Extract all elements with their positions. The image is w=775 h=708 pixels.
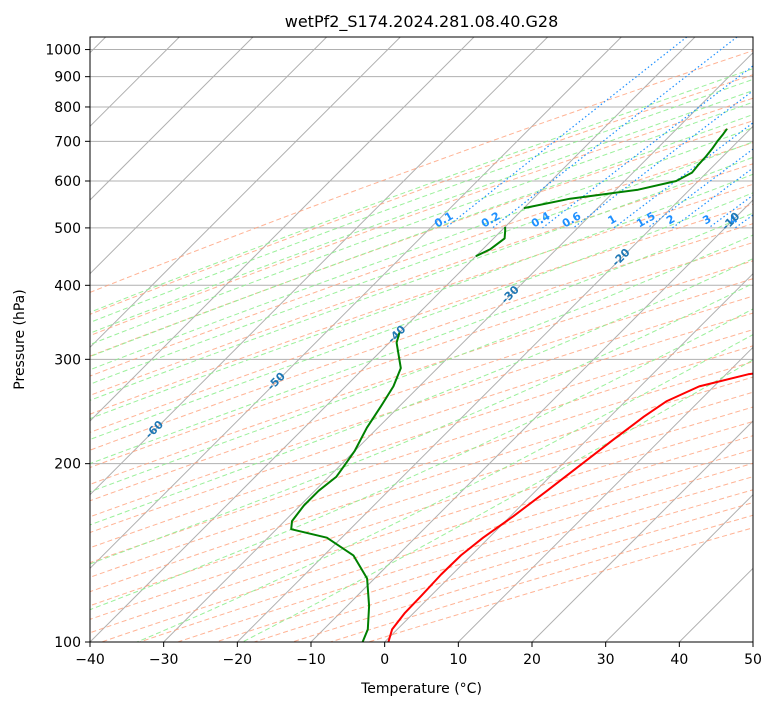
x-tick-label: 20 xyxy=(523,652,541,668)
dry-adiabat xyxy=(90,376,753,593)
x-tick-label: −10 xyxy=(296,652,326,668)
y-tick-label: 500 xyxy=(54,221,81,237)
dry-adiabat xyxy=(90,142,753,377)
y-tick-label: 900 xyxy=(54,70,81,86)
moist-adiabat xyxy=(90,141,753,385)
isotherm-gridline xyxy=(605,493,753,642)
isotherm-gridline xyxy=(90,37,328,275)
dewpoint-middle-line xyxy=(475,226,507,258)
plot-background xyxy=(90,37,753,642)
moist-adiabat xyxy=(90,234,753,493)
mixing-ratio-line xyxy=(613,122,753,229)
y-tick-label: 1000 xyxy=(45,43,81,59)
moist-adiabat xyxy=(90,113,753,358)
isotherm-gridline xyxy=(90,37,475,422)
moist-adiabat xyxy=(90,89,753,334)
isotherm-gridline xyxy=(90,37,622,570)
isotherm-gridline xyxy=(531,420,753,642)
chart-title: wetPf2_S174.2024.281.08.40.G28 xyxy=(285,12,559,32)
axes: −40 −30 −20 −10 0 10 20 30 40 50 1000 900 800 700 600 5… xyxy=(45,43,762,668)
dry-adiabat xyxy=(101,435,753,642)
dry-adiabat xyxy=(90,329,753,549)
x-tick-label: 10 xyxy=(449,652,467,668)
moist-adiabat xyxy=(90,282,753,565)
isotherm-gridline xyxy=(90,37,401,349)
plot-frame xyxy=(89,36,754,643)
isotherm-label: -70 xyxy=(19,467,42,490)
isotherm-gridline xyxy=(163,51,753,642)
dry-adiabat xyxy=(90,183,753,415)
dry-adiabat xyxy=(177,462,753,642)
y-tick-label: 800 xyxy=(54,100,81,116)
x-tick-label: 50 xyxy=(744,652,762,668)
dry-adiabat xyxy=(254,489,753,642)
y-tick-label: 400 xyxy=(54,278,81,294)
moist-adiabat xyxy=(90,101,753,345)
dewpoint-upper-line xyxy=(290,332,402,642)
isotherm-gridline xyxy=(236,125,753,642)
x-axis-label: Temperature (°C) xyxy=(360,681,482,697)
isotherm-gridline xyxy=(90,37,254,201)
isotherm-gridline xyxy=(384,272,753,642)
mixing-ratio-line xyxy=(672,167,753,229)
dry-adiabat xyxy=(139,449,753,642)
x-tick-label: −20 xyxy=(223,652,253,668)
isotherm-gridline xyxy=(457,346,753,642)
moist-adiabat xyxy=(90,156,753,401)
plot-area: 0.10.20.40.611.52346810131620253036-100-… xyxy=(19,37,775,642)
moist-adiabat xyxy=(90,127,753,371)
dry-adiabat xyxy=(90,223,753,451)
dry-adiabat xyxy=(90,278,753,502)
isotherm-gridline xyxy=(310,199,753,642)
isotherm-gridline xyxy=(90,37,549,496)
y-tick-label: 700 xyxy=(54,134,81,150)
mixing-ratio-line xyxy=(445,37,688,229)
dry-adiabat xyxy=(90,203,753,433)
dry-adiabat xyxy=(90,361,753,578)
moist-adiabat xyxy=(90,308,753,611)
dewpoint-lower-line xyxy=(523,128,728,210)
y-axis-label: Pressure (hPa) xyxy=(12,289,28,389)
dry-adiabat xyxy=(90,241,753,469)
y-tick-label: 100 xyxy=(54,635,81,651)
moist-adiabat xyxy=(90,192,753,440)
isotherm-gridline xyxy=(752,641,753,642)
x-tick-label: 0 xyxy=(380,652,389,668)
x-tick-label: 40 xyxy=(670,652,688,668)
x-tick-label: 30 xyxy=(597,652,615,668)
x-tick-label: −30 xyxy=(149,652,179,668)
dry-adiabat xyxy=(90,312,753,534)
mixing-ratio-label: 6 xyxy=(766,212,775,227)
isotherm-gridline xyxy=(90,37,696,642)
y-tick-label: 300 xyxy=(54,352,81,368)
y-tick-label: 200 xyxy=(54,457,81,473)
dry-adiabat xyxy=(90,120,753,357)
moist-adiabat xyxy=(136,333,753,642)
dry-adiabat xyxy=(215,476,753,642)
x-tick-label: −40 xyxy=(75,652,105,668)
moist-adiabat xyxy=(90,212,753,465)
temperature-line xyxy=(387,372,753,642)
y-tick-label: 600 xyxy=(54,174,81,190)
